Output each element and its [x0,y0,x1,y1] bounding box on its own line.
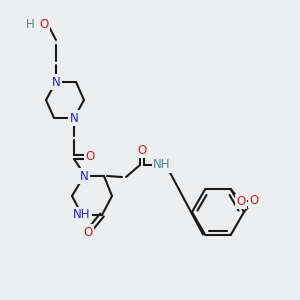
Text: N: N [52,76,60,88]
Text: O: O [83,226,93,238]
Text: O: O [236,195,246,208]
Text: H: H [26,19,34,32]
Text: N: N [70,112,78,124]
Text: O: O [39,19,49,32]
Text: O: O [85,151,94,164]
Text: O: O [249,194,259,206]
Text: N: N [80,169,88,182]
Text: NH: NH [73,208,91,221]
Text: O: O [137,143,147,157]
Text: NH: NH [153,158,171,172]
